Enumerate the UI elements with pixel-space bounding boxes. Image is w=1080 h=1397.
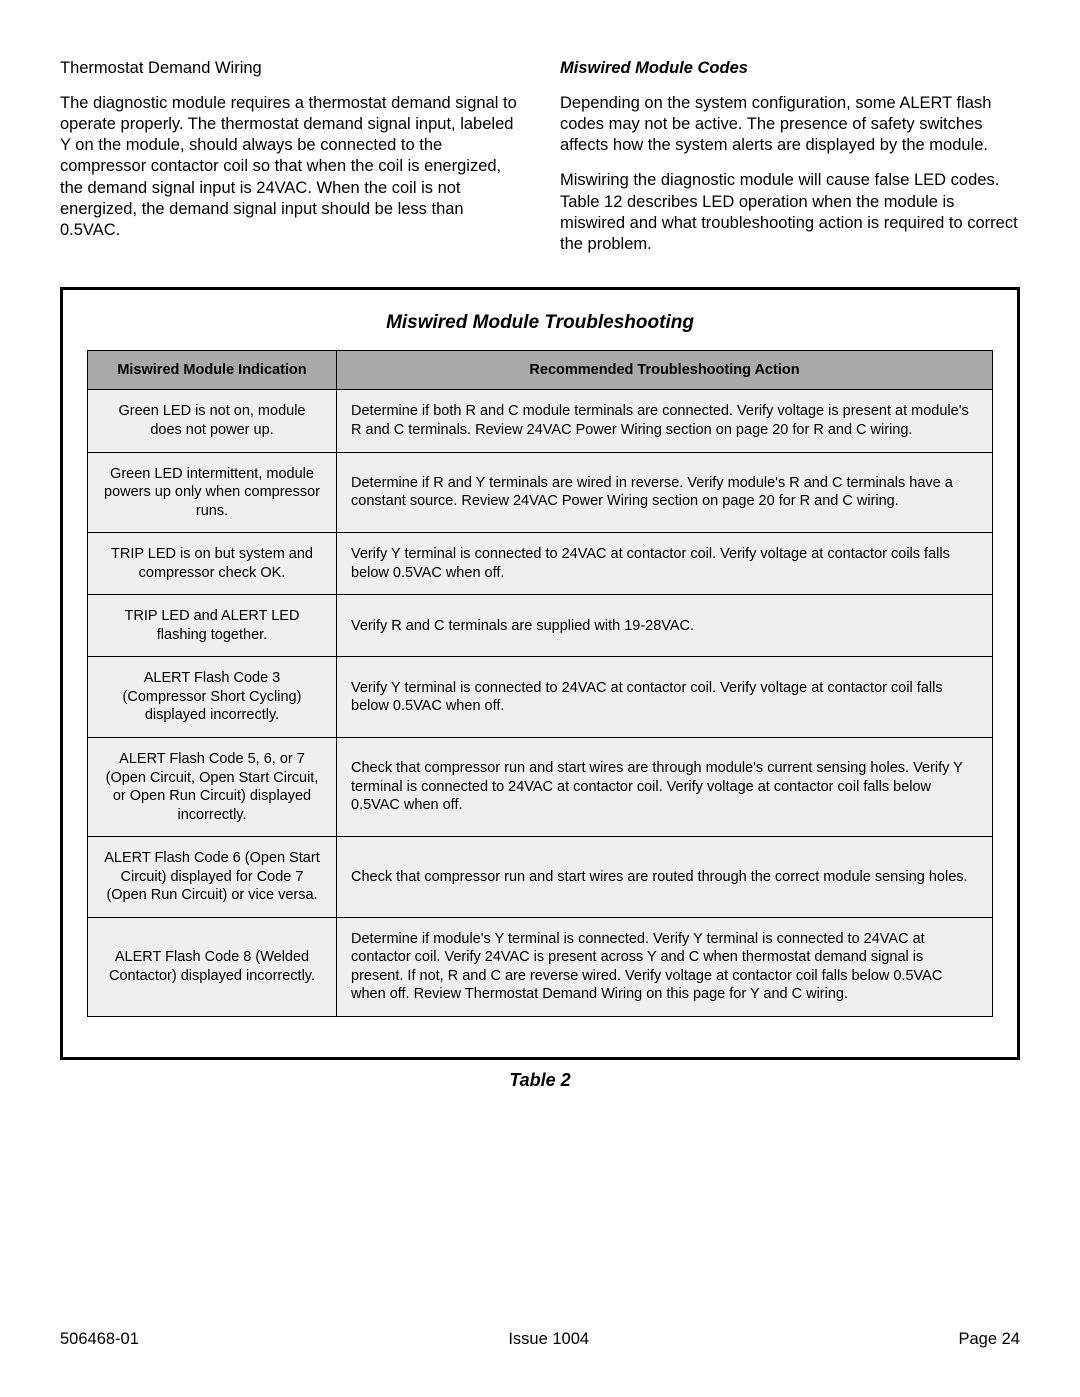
table-caption: Table 2 xyxy=(60,1070,1020,1091)
cell-action: Determine if both R and C module termina… xyxy=(337,390,993,452)
table-row: TRIP LED and ALERT LED flashing together… xyxy=(88,595,993,657)
cell-indication: ALERT Flash Code 6 (Open Start Circuit) … xyxy=(88,837,337,918)
table-row: Green LED is not on, module does not pow… xyxy=(88,390,993,452)
col-header-indication: Miswired Module Indication xyxy=(88,350,337,390)
footer: 506468-01 Issue 1004 Page 24 xyxy=(60,1330,1020,1349)
cell-indication: ALERT Flash Code 8 (Welded Contactor) di… xyxy=(88,917,337,1016)
page: Thermostat Demand Wiring The diagnostic … xyxy=(0,0,1080,1397)
right-paragraph-2: Miswiring the diagnostic module will cau… xyxy=(560,170,1020,254)
left-paragraph: The diagnostic module requires a thermos… xyxy=(60,93,520,241)
right-column: Miswired Module Codes Depending on the s… xyxy=(560,58,1020,269)
troubleshooting-table: Miswired Module Indication Recommended T… xyxy=(87,350,993,1017)
two-column-section: Thermostat Demand Wiring The diagnostic … xyxy=(60,58,1020,269)
table-row: ALERT Flash Code 3 (Compressor Short Cyc… xyxy=(88,657,993,738)
footer-left: 506468-01 xyxy=(60,1330,139,1349)
table-row: TRIP LED is on but system and compressor… xyxy=(88,533,993,595)
cell-indication: ALERT Flash Code 5, 6, or 7 (Open Circui… xyxy=(88,737,337,836)
table-header-row: Miswired Module Indication Recommended T… xyxy=(88,350,993,390)
cell-action: Check that compressor run and start wire… xyxy=(337,837,993,918)
left-heading: Thermostat Demand Wiring xyxy=(60,58,520,79)
table-row: ALERT Flash Code 6 (Open Start Circuit) … xyxy=(88,837,993,918)
footer-right: Page 24 xyxy=(959,1330,1020,1349)
cell-indication: TRIP LED is on but system and compressor… xyxy=(88,533,337,595)
cell-indication: ALERT Flash Code 3 (Compressor Short Cyc… xyxy=(88,657,337,738)
cell-action: Verify Y terminal is connected to 24VAC … xyxy=(337,533,993,595)
table-row: ALERT Flash Code 5, 6, or 7 (Open Circui… xyxy=(88,737,993,836)
left-column: Thermostat Demand Wiring The diagnostic … xyxy=(60,58,520,269)
table-title: Miswired Module Troubleshooting xyxy=(87,312,993,334)
table-row: Green LED intermittent, module powers up… xyxy=(88,452,993,533)
table-row: ALERT Flash Code 8 (Welded Contactor) di… xyxy=(88,917,993,1016)
cell-action: Check that compressor run and start wire… xyxy=(337,737,993,836)
right-heading: Miswired Module Codes xyxy=(560,58,1020,79)
cell-indication: Green LED is not on, module does not pow… xyxy=(88,390,337,452)
table-container: Miswired Module Troubleshooting Miswired… xyxy=(60,287,1020,1060)
cell-indication: TRIP LED and ALERT LED flashing together… xyxy=(88,595,337,657)
cell-action: Determine if module's Y terminal is conn… xyxy=(337,917,993,1016)
cell-action: Determine if R and Y terminals are wired… xyxy=(337,452,993,533)
cell-action: Verify R and C terminals are supplied wi… xyxy=(337,595,993,657)
right-paragraph-1: Depending on the system configuration, s… xyxy=(560,93,1020,156)
table-body: Green LED is not on, module does not pow… xyxy=(88,390,993,1017)
col-header-action: Recommended Troubleshooting Action xyxy=(337,350,993,390)
cell-indication: Green LED intermittent, module powers up… xyxy=(88,452,337,533)
cell-action: Verify Y terminal is connected to 24VAC … xyxy=(337,657,993,738)
footer-center: Issue 1004 xyxy=(508,1330,589,1349)
